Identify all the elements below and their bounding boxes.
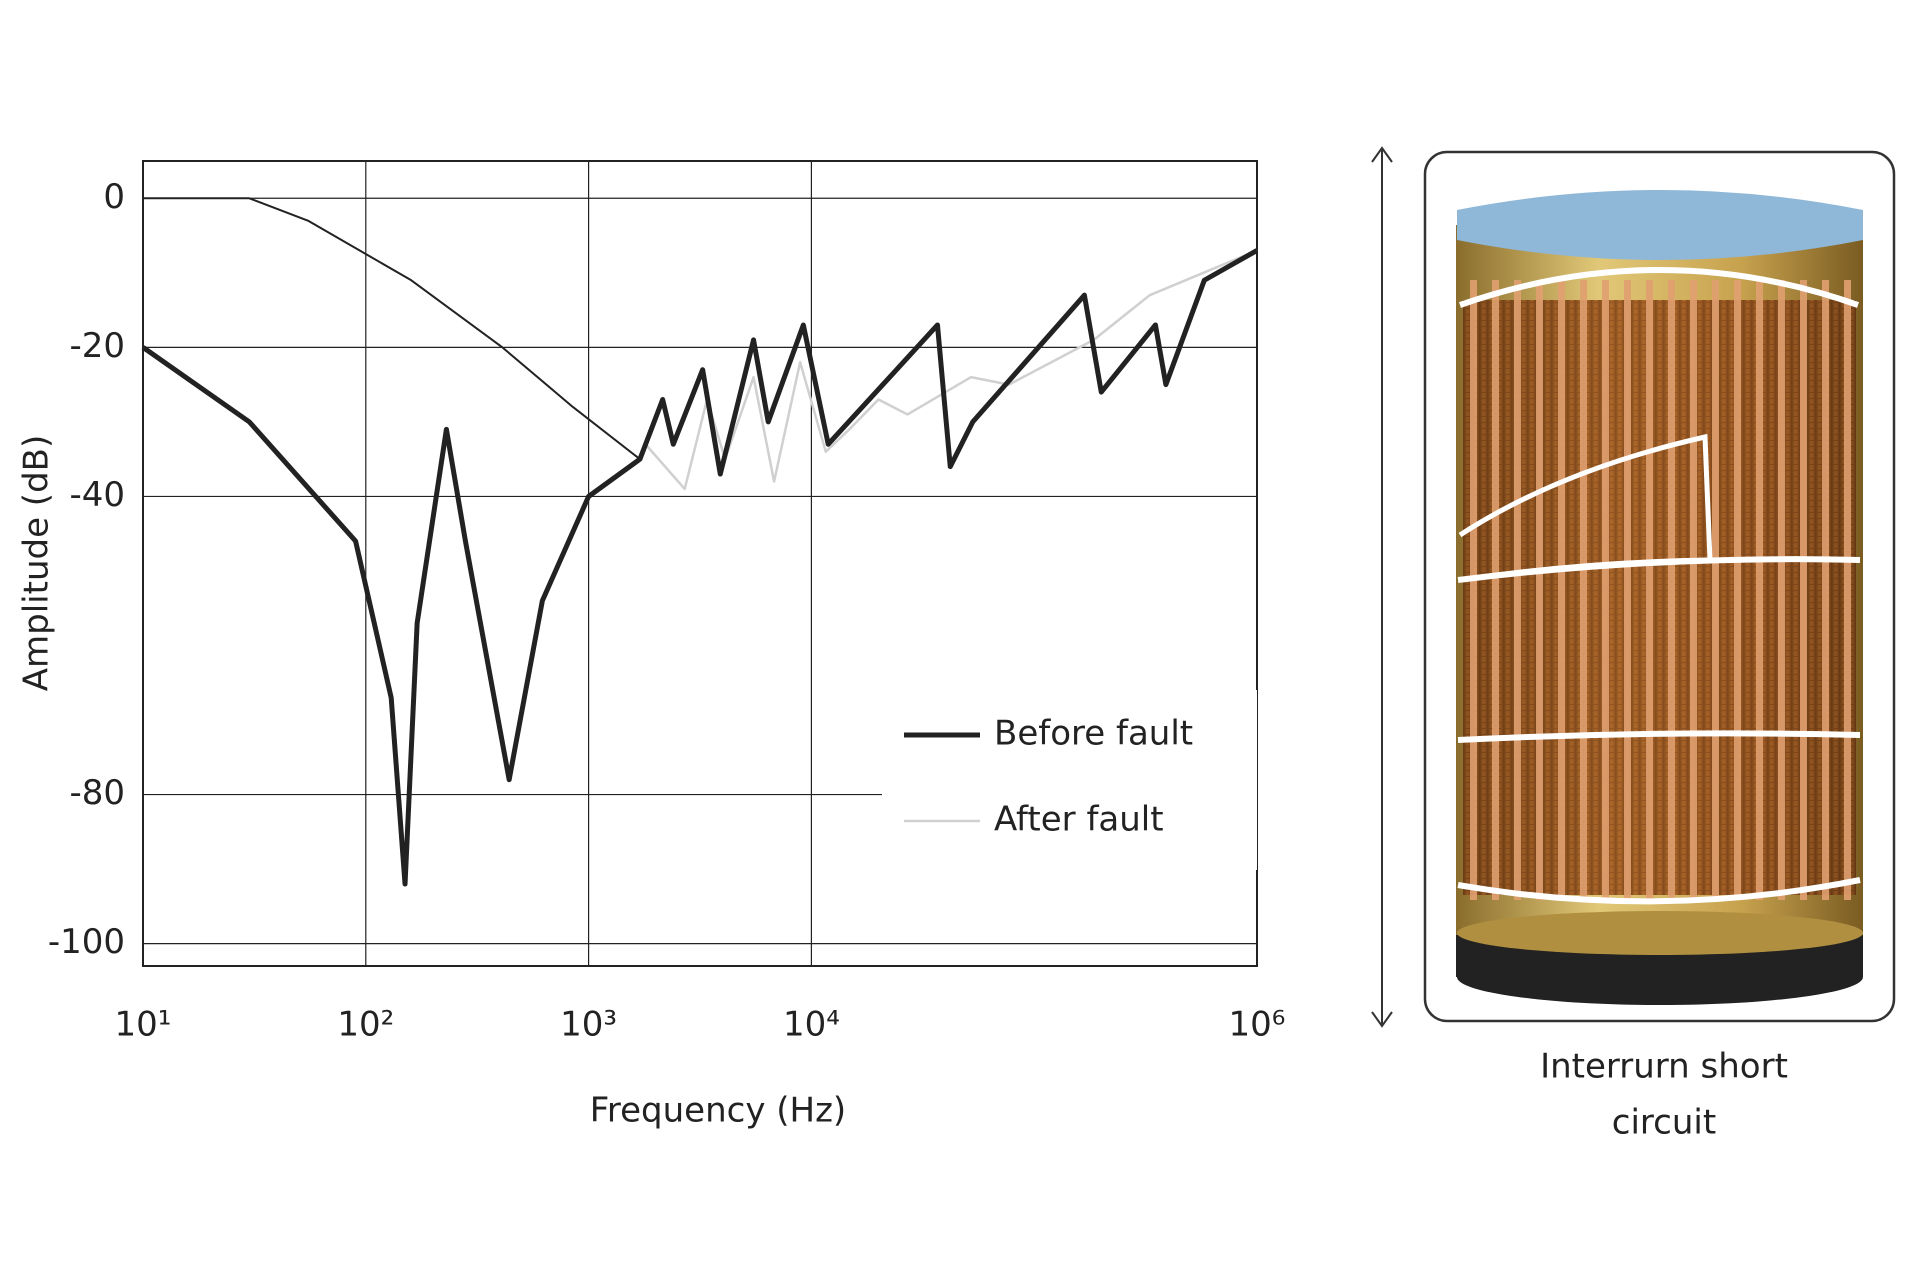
- stripe: [1492, 280, 1499, 900]
- x-tick-label: 10⁶: [1229, 1005, 1286, 1045]
- x-tick-label: 10³: [560, 1005, 617, 1045]
- stripe: [1514, 280, 1521, 900]
- stripe: [1536, 280, 1543, 900]
- coil-illustration: [1371, 146, 1896, 1028]
- top-cap: [1457, 190, 1863, 260]
- legend-label: Before fault: [994, 714, 1193, 754]
- core-bottom: [1457, 911, 1863, 955]
- plot: 10¹ 10² 10³ 10⁴ 10⁶ 0 -20 -40 -80 -100 Before faul…: [48, 160, 1286, 1045]
- stripe: [1624, 280, 1631, 900]
- x-tick-label: 10⁴: [783, 1005, 840, 1045]
- y-tick-label: -40: [69, 475, 125, 515]
- fault-region: [1458, 433, 1713, 583]
- stripe: [1822, 280, 1829, 900]
- stripe: [1602, 280, 1609, 900]
- stripe: [1712, 280, 1719, 900]
- arrow-heads: [1371, 146, 1393, 1028]
- stripe: [1800, 280, 1807, 900]
- band: [1457, 877, 1861, 905]
- legend-label: After fault: [994, 800, 1164, 840]
- y-tick-label: 0: [103, 177, 125, 217]
- stripe: [1734, 280, 1741, 900]
- stripe: [1756, 280, 1763, 900]
- y-axis-label: Amplitude (dB): [17, 435, 57, 691]
- stripe: [1580, 280, 1587, 900]
- band: [1459, 267, 1859, 308]
- stripes: [1470, 280, 1851, 900]
- y-tick-label: -20: [69, 326, 125, 366]
- caption-line: circuit: [1612, 1103, 1716, 1143]
- stripe: [1558, 280, 1565, 900]
- series-line: [141, 248, 1259, 887]
- stripe: [1690, 280, 1697, 900]
- stripe: [1844, 280, 1851, 900]
- caption: Interrurn short circuit: [1540, 1047, 1788, 1143]
- base-bottom: [1457, 949, 1863, 1005]
- x-tick-label: 10²: [337, 1005, 394, 1045]
- series-line: [143, 197, 641, 460]
- x-tick-label: 10¹: [115, 1005, 172, 1045]
- band: [1457, 730, 1861, 743]
- legend-box: [882, 690, 1257, 870]
- y-tick-label: -80: [69, 773, 125, 813]
- caption-line: Interrurn short: [1540, 1047, 1788, 1087]
- x-axis-label: Frequency (Hz): [590, 1091, 846, 1131]
- y-tick-label: -100: [48, 922, 125, 962]
- stripe: [1646, 280, 1653, 900]
- winding-shade: [1463, 300, 1856, 895]
- series-line: [638, 249, 1258, 491]
- stripe: [1778, 280, 1785, 900]
- stripe: [1470, 280, 1477, 900]
- stripe: [1668, 280, 1675, 900]
